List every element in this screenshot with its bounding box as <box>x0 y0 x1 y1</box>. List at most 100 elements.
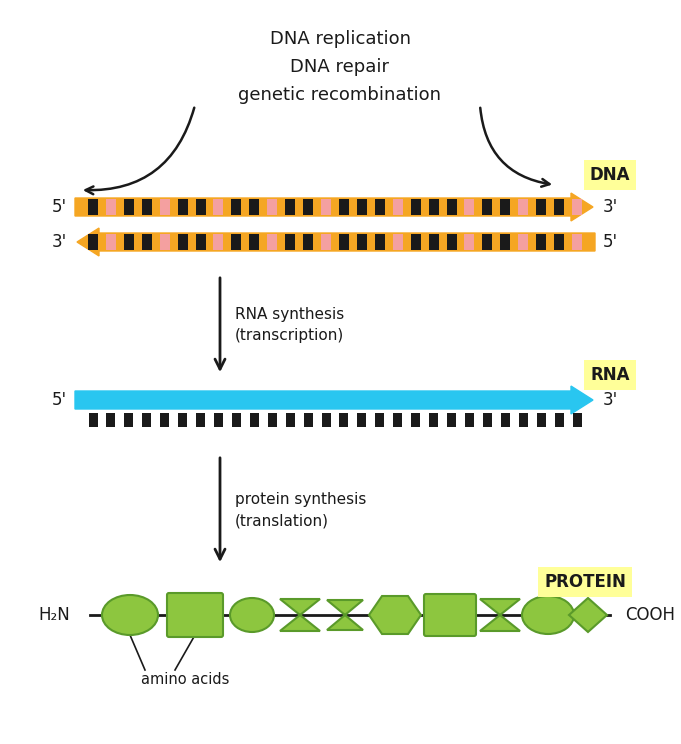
Bar <box>196 413 205 427</box>
Bar <box>232 199 241 215</box>
Polygon shape <box>480 599 520 631</box>
Polygon shape <box>327 600 363 630</box>
Bar <box>339 413 349 427</box>
Bar <box>536 234 546 250</box>
FancyArrow shape <box>75 386 593 414</box>
Bar <box>428 234 439 250</box>
Bar <box>88 234 98 250</box>
Bar <box>195 234 206 250</box>
Bar <box>339 234 349 250</box>
Bar <box>357 234 367 250</box>
Bar <box>501 413 510 427</box>
Bar <box>142 234 152 250</box>
Bar <box>232 234 241 250</box>
Bar <box>286 413 295 427</box>
Text: 5': 5' <box>603 233 618 251</box>
Text: 3': 3' <box>603 391 618 409</box>
Bar <box>250 413 259 427</box>
Bar <box>464 199 475 215</box>
Bar <box>303 234 313 250</box>
Bar <box>160 234 170 250</box>
Polygon shape <box>280 599 320 631</box>
Bar <box>483 413 492 427</box>
Bar <box>321 234 331 250</box>
Bar <box>106 234 116 250</box>
Bar <box>465 413 474 427</box>
Bar <box>106 199 116 215</box>
Polygon shape <box>569 598 607 632</box>
Bar <box>285 234 295 250</box>
Text: DNA repair: DNA repair <box>291 58 390 76</box>
Bar <box>321 199 331 215</box>
Bar <box>393 199 402 215</box>
Text: DNA replication: DNA replication <box>270 30 411 48</box>
Bar <box>321 413 330 427</box>
Bar <box>195 199 206 215</box>
Bar <box>572 199 582 215</box>
Bar <box>554 234 564 250</box>
Bar <box>213 234 223 250</box>
Bar <box>464 234 475 250</box>
FancyBboxPatch shape <box>424 594 476 636</box>
Bar <box>267 199 277 215</box>
Bar <box>160 413 169 427</box>
Text: PROTEIN: PROTEIN <box>544 573 626 591</box>
Bar <box>428 199 439 215</box>
Bar <box>268 413 276 427</box>
Bar <box>393 413 402 427</box>
Bar <box>482 199 492 215</box>
Bar <box>411 413 420 427</box>
Polygon shape <box>369 596 421 634</box>
Text: DNA: DNA <box>590 166 630 184</box>
Text: RNA synthesis
(transcription): RNA synthesis (transcription) <box>235 307 345 343</box>
Bar <box>178 413 187 427</box>
Text: 3': 3' <box>603 198 618 216</box>
Ellipse shape <box>522 596 574 634</box>
Bar <box>142 413 151 427</box>
Bar <box>124 199 134 215</box>
Bar <box>375 234 385 250</box>
FancyArrowPatch shape <box>480 108 550 187</box>
Bar <box>554 413 564 427</box>
Text: 3': 3' <box>52 233 67 251</box>
Bar <box>447 234 456 250</box>
Bar <box>249 199 259 215</box>
Bar <box>519 413 528 427</box>
Text: COOH: COOH <box>625 606 675 624</box>
Bar <box>358 413 366 427</box>
Bar <box>536 199 546 215</box>
Ellipse shape <box>230 598 274 632</box>
FancyArrow shape <box>77 228 595 256</box>
Bar <box>88 199 98 215</box>
Bar <box>501 199 510 215</box>
Text: H₂N: H₂N <box>38 606 70 624</box>
Bar <box>411 199 421 215</box>
FancyBboxPatch shape <box>167 593 223 637</box>
Bar <box>357 199 367 215</box>
Bar <box>429 413 438 427</box>
Bar <box>89 413 97 427</box>
Bar <box>447 199 456 215</box>
Bar <box>518 234 528 250</box>
Bar <box>482 234 492 250</box>
Bar <box>303 199 313 215</box>
Bar <box>285 199 295 215</box>
Bar <box>518 199 528 215</box>
Bar <box>411 234 421 250</box>
Bar <box>554 199 564 215</box>
Bar <box>249 234 259 250</box>
Bar <box>339 199 349 215</box>
Bar <box>106 413 115 427</box>
Bar <box>572 234 582 250</box>
Bar <box>125 413 133 427</box>
Bar <box>573 413 582 427</box>
Bar <box>160 199 170 215</box>
Ellipse shape <box>102 595 158 635</box>
Text: amino acids: amino acids <box>141 672 229 687</box>
Text: genetic recombination: genetic recombination <box>238 86 441 104</box>
Bar <box>214 413 223 427</box>
Bar <box>267 234 277 250</box>
Bar <box>232 413 241 427</box>
FancyArrowPatch shape <box>86 108 194 194</box>
Bar <box>142 199 152 215</box>
